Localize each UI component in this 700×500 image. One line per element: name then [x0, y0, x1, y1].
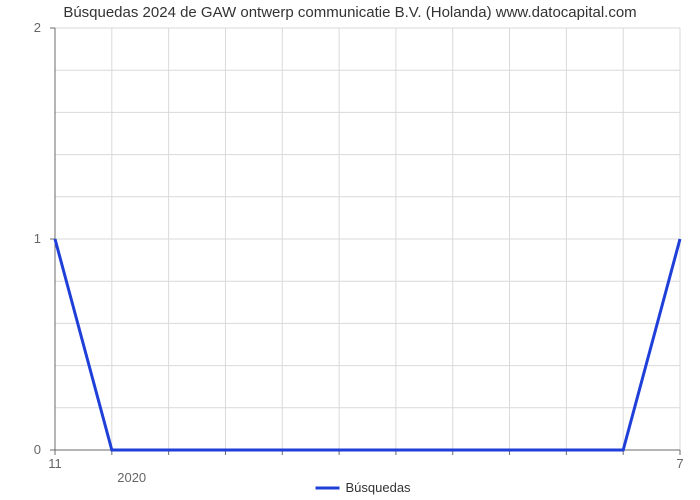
- search-chart: Búsquedas 2024 de GAW ontwerp communicat…: [0, 0, 700, 500]
- chart-svg: 0 1 2 11 7 2020 Búsquedas: [0, 0, 700, 500]
- svg-text:2020: 2020: [117, 470, 146, 485]
- svg-text:1: 1: [34, 231, 41, 246]
- svg-text:7: 7: [676, 456, 683, 471]
- chart-title: Búsquedas 2024 de GAW ontwerp communicat…: [0, 4, 700, 21]
- svg-text:11: 11: [48, 456, 62, 471]
- svg-text:2: 2: [34, 20, 41, 35]
- svg-text:Búsquedas: Búsquedas: [346, 480, 412, 495]
- svg-text:0: 0: [34, 442, 41, 457]
